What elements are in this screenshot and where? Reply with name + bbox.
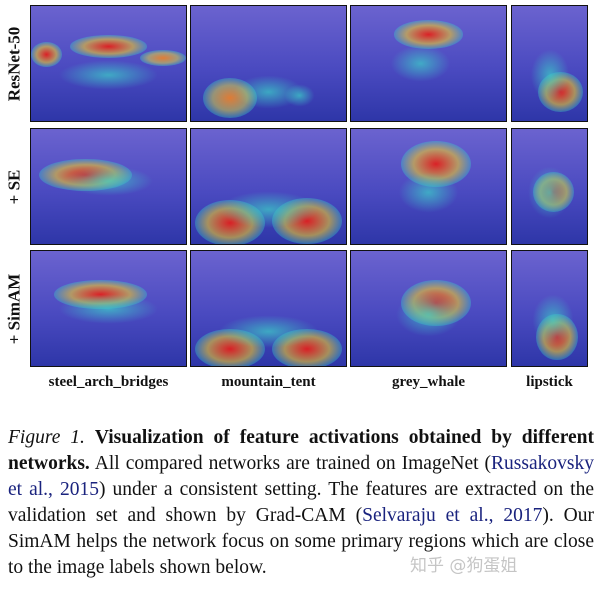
heatmap-se-mountain-tent xyxy=(190,128,347,245)
heatmap-resnet50-mountain-tent xyxy=(190,5,347,122)
citation-russakovsky[interactable]: Russakovsky et al., 2015 xyxy=(8,453,594,500)
activation-blob xyxy=(276,78,323,113)
activation-blob xyxy=(202,77,257,119)
row-label-resnet50: ResNet-50 xyxy=(4,26,23,101)
activation-blob xyxy=(378,279,479,349)
heatmap-simam-lipstick xyxy=(511,250,588,367)
heatmap-resnet50-steel-arch-bridges xyxy=(30,5,187,122)
heatmap-simam-mountain-tent xyxy=(190,250,347,367)
figure-caption: Figure 1. Visualization of feature activ… xyxy=(8,425,594,581)
row-label-simam: + SimAM xyxy=(4,273,24,344)
activation-blob xyxy=(519,34,580,116)
figure-label: Figure 1. xyxy=(8,427,85,448)
column-label-mountain-tent: mountain_tent xyxy=(221,374,316,390)
column-label-lipstick: lipstick xyxy=(526,374,573,390)
heatmap-simam-grey-whale xyxy=(350,250,507,367)
citation-selvaraju[interactable]: Selvaraju et al., 2017 xyxy=(362,505,543,526)
activation-blob xyxy=(374,34,468,93)
activation-blob xyxy=(31,285,186,332)
caption-text: All compared networks are trained on Ima… xyxy=(94,453,492,474)
activation-blob xyxy=(521,279,586,361)
heatmap-resnet50-lipstick xyxy=(511,5,588,122)
heatmap-resnet50-grey-whale xyxy=(350,5,507,122)
activation-blob xyxy=(38,157,179,204)
heatmap-se-steel-arch-bridges xyxy=(30,128,187,245)
activation-blob xyxy=(191,180,346,239)
activation-blob xyxy=(515,152,584,233)
caption-text: ). Our SimAM helps the network focus on … xyxy=(8,505,594,578)
column-label-steel-arch-bridges: steel_arch_bridges xyxy=(48,374,169,390)
watermark: 知乎 @狗蛋姐 xyxy=(410,556,518,576)
heatmap-se-grey-whale xyxy=(350,128,507,245)
row-label-se: + SE xyxy=(4,169,24,204)
caption-text: ) under a consistent setting. The featur… xyxy=(8,479,594,526)
activation-blob xyxy=(382,160,475,224)
column-label-grey-whale: grey_whale xyxy=(391,374,466,390)
heatmap-se-lipstick xyxy=(511,128,588,245)
activation-blob xyxy=(191,305,346,358)
caption-title: Visualization of feature activations obt… xyxy=(8,427,594,474)
heatmap-simam-steel-arch-bridges xyxy=(30,250,187,367)
activation-blob xyxy=(31,52,186,98)
